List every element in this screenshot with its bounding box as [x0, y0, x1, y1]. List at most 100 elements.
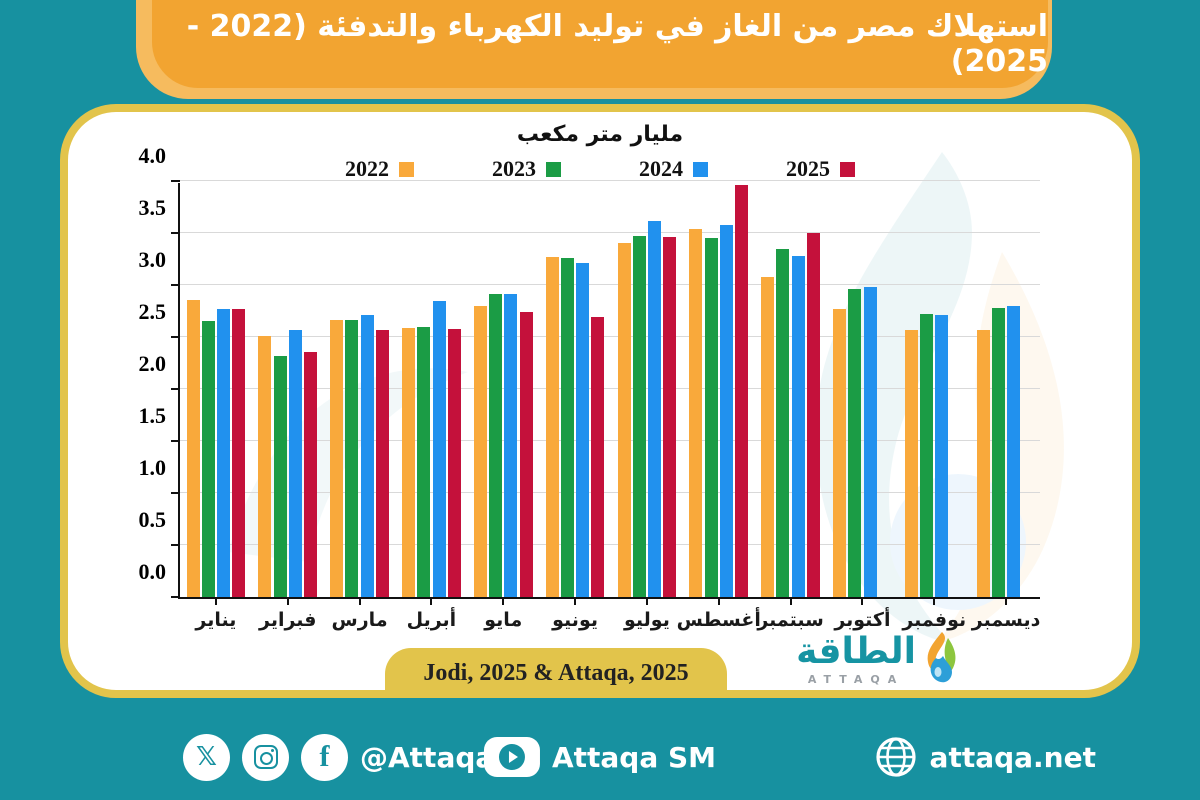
x-axis-label: يناير — [195, 609, 237, 631]
bar-2023-يوليو — [632, 236, 646, 597]
x-axis-label: أكتوبر — [834, 609, 891, 631]
x-axis-tick — [430, 597, 433, 605]
y-axis-label: 0.5 — [138, 507, 167, 532]
legend-year-label: 2023 — [492, 156, 536, 181]
attaqa-logo: الطاقة ATTAQA — [796, 630, 962, 686]
x-axis-tick — [861, 597, 864, 605]
bar-2025-يناير — [232, 308, 246, 597]
x-axis-label: ديسمبر — [971, 609, 1041, 631]
y-axis-label: 2.5 — [138, 299, 167, 324]
bar-2022-مايو — [473, 305, 487, 597]
youtube-channel[interactable]: Attaqa SM — [551, 740, 717, 774]
footer-youtube-group[interactable]: Attaqa SM — [483, 714, 717, 800]
footer-social-group[interactable]: 𝕏 f @Attaqa2 — [183, 714, 514, 800]
bar-2025-أغسطس — [735, 185, 749, 597]
source-label: Jodi, 2025 & Attaqa, 2025 — [423, 659, 689, 686]
bar-2024-يوليو — [648, 220, 662, 597]
bar-2024-يونيو — [576, 263, 590, 597]
y-axis-tick — [171, 232, 180, 234]
x-axis-label: أغسطس — [676, 609, 761, 631]
bar-2025-مارس — [375, 329, 389, 597]
y-axis-tick — [171, 596, 180, 598]
footer-website-group[interactable]: attaqa.net — [874, 714, 1096, 800]
y-axis-tick — [171, 440, 180, 442]
x-axis-tick — [286, 597, 289, 605]
gridline — [180, 180, 1040, 181]
legend-item-2025: 2025 — [786, 156, 855, 182]
x-axis-tick — [717, 597, 720, 605]
x-axis-tick — [645, 597, 648, 605]
bar-2022-يونيو — [545, 256, 559, 597]
page-title: استهلاك مصر من الغاز في توليد الكهرباء و… — [186, 9, 1048, 79]
x-axis-label: يونيو — [552, 609, 598, 631]
y-axis-label: 1.5 — [138, 403, 167, 428]
bar-group-7: يوليو — [611, 183, 683, 631]
bar-2023-سبتمبر — [776, 248, 790, 597]
y-axis-label: 2.0 — [138, 351, 167, 376]
bar-2023-يونيو — [560, 257, 574, 597]
x-axis-tick — [933, 597, 936, 605]
bar-2024-نوفمبر — [935, 315, 949, 597]
y-axis-label: 3.5 — [138, 195, 167, 220]
y-axis-tick — [171, 284, 180, 286]
plot-area: 0.0 0.5 1.0 1.5 2.0 2.5 3.0 3.5 4.0 يناير فبراير ما… — [139, 143, 1041, 631]
youtube-icon[interactable] — [483, 737, 540, 777]
legend-item-2024: 2024 — [639, 156, 708, 182]
bar-group-9: سبتمبر — [755, 183, 827, 631]
bar-2023-يناير — [201, 321, 215, 597]
gridline — [180, 388, 1040, 389]
bar-2022-أكتوبر — [833, 308, 847, 597]
x-axis-label: نوفمبر — [902, 609, 967, 631]
globe-icon[interactable] — [874, 735, 918, 779]
attaqa-logo-arabic: الطاقة — [796, 631, 916, 672]
gridline — [180, 284, 1040, 285]
x-twitter-icon[interactable]: 𝕏 — [183, 733, 230, 781]
bar-2022-ديسمبر — [976, 329, 990, 597]
x-axis-tick — [502, 597, 505, 605]
legend-swatch-2024 — [693, 161, 708, 177]
x-axis-label: يوليو — [623, 609, 670, 631]
y-axis-label: 1.0 — [138, 455, 167, 480]
bar-2023-أكتوبر — [848, 289, 862, 597]
bar-2025-مايو — [519, 312, 533, 597]
chart-card: مليار متر مكعب 2022 2023 2024 2025 0.0 0.… — [60, 104, 1140, 698]
bar-2025-سبتمبر — [806, 233, 820, 597]
bar-group-4: أبريل — [396, 183, 468, 631]
chart-legend: 2022 2023 2024 2025 — [68, 156, 1132, 182]
website-url[interactable]: attaqa.net — [929, 740, 1096, 774]
y-axis-tick — [171, 388, 180, 390]
x-axis-tick — [1005, 597, 1008, 605]
bar-2022-نوفمبر — [904, 329, 918, 597]
bar-2022-يناير — [186, 299, 200, 597]
bar-2023-مايو — [489, 294, 503, 597]
source-pill: Jodi, 2025 & Attaqa, 2025 — [385, 648, 727, 698]
x-axis-label: سبتمبر — [757, 609, 824, 631]
bar-2022-يوليو — [617, 243, 631, 597]
bar-2025-فبراير — [304, 351, 318, 597]
bar-2025-أبريل — [447, 328, 461, 597]
x-axis-label: أبريل — [406, 609, 457, 631]
title-banner: استهلاك مصر من الغاز في توليد الكهرباء و… — [152, 0, 1048, 88]
bar-2024-أبريل — [432, 300, 446, 597]
bar-2025-يوليو — [663, 237, 677, 597]
legend-year-label: 2024 — [639, 156, 683, 181]
bar-group-6: يونيو — [539, 183, 611, 631]
bar-group-3: مارس — [324, 183, 396, 631]
bar-2022-أبريل — [402, 327, 416, 597]
chart-unit-label: مليار متر مكعب — [516, 122, 684, 147]
bar-2023-مارس — [345, 320, 359, 597]
bar-2024-فبراير — [288, 329, 302, 597]
bar-2023-فبراير — [273, 355, 287, 597]
legend-swatch-2022 — [399, 161, 414, 177]
bar-group-8: أغسطس — [677, 183, 761, 631]
legend-year-label: 2022 — [345, 156, 389, 181]
x-axis-tick — [789, 597, 792, 605]
legend-year-label: 2025 — [786, 156, 830, 181]
attaqa-logo-latin: ATTAQA — [807, 673, 905, 686]
bar-group-2: فبراير — [252, 183, 324, 631]
x-axis-tick — [574, 597, 577, 605]
facebook-icon[interactable]: f — [301, 733, 348, 781]
bar-group-1: يناير — [180, 183, 252, 631]
attaqa-flame-icon — [927, 632, 956, 683]
instagram-icon[interactable] — [242, 733, 289, 781]
